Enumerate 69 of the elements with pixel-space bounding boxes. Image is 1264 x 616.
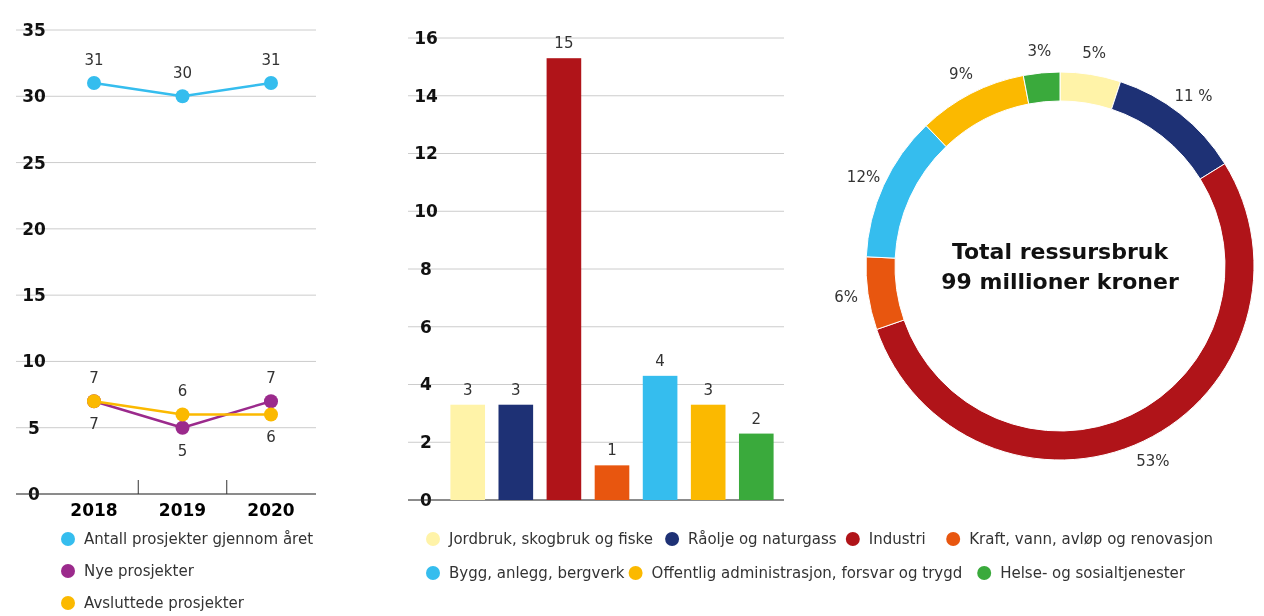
- y-tick-label: 14: [414, 85, 438, 106]
- point: [264, 76, 278, 91]
- data-label: 7: [89, 415, 99, 434]
- y-tick-label: 8: [420, 258, 432, 279]
- bar: [594, 465, 630, 500]
- legend-label: Bygg, anlegg, bergverk: [449, 564, 625, 583]
- data-label: 53%: [1136, 452, 1170, 471]
- data-label: 11 %: [1174, 87, 1213, 106]
- data-label: 31: [84, 51, 104, 70]
- data-label: 31: [261, 51, 281, 70]
- y-tick-label: 20: [22, 218, 46, 239]
- data-label: 7: [266, 369, 276, 388]
- legend-label: Industri: [868, 530, 926, 549]
- data-label: 30: [172, 64, 193, 83]
- text: Total ressursbruk: [951, 238, 1170, 264]
- legend-label: Kraft, vann, avløp og renovasjon: [969, 530, 1214, 549]
- legend-label: Offentlig administrasjon, forsvar og trygd: [651, 564, 963, 583]
- point: [264, 407, 278, 422]
- y-tick-label: 30: [22, 86, 46, 107]
- data-label: 6: [266, 428, 276, 447]
- y-tick-label: 0: [28, 483, 41, 504]
- data-label: 3: [462, 380, 473, 399]
- y-tick-label: 0: [420, 489, 433, 510]
- data-label: 5: [177, 441, 188, 460]
- point: [87, 76, 101, 91]
- x-tick-label: 2018: [70, 500, 118, 520]
- bar: [738, 433, 774, 500]
- point: [175, 89, 190, 104]
- legend-label: Nye prosjekter: [84, 562, 195, 581]
- legend-label: Jordbruk, skogbruk og fiske: [448, 530, 653, 549]
- data-label: 1: [607, 441, 617, 460]
- bar: [690, 404, 726, 500]
- y-tick-label: 5: [28, 417, 40, 438]
- bar: [450, 404, 486, 500]
- y-tick-label: 25: [22, 152, 46, 173]
- point: [175, 407, 190, 422]
- data-label: 4: [655, 351, 665, 370]
- y-tick-label: 2: [420, 432, 432, 453]
- data-label: 9%: [949, 65, 973, 84]
- data-label: 6: [177, 382, 188, 401]
- point: [175, 420, 190, 435]
- point: [264, 394, 278, 409]
- legend-label: Avsluttede prosjekter: [84, 594, 245, 613]
- bar: [546, 58, 582, 500]
- data-label: 6%: [834, 287, 859, 306]
- legend-label: Antall prosjekter gjennom året: [84, 530, 314, 549]
- bar: [498, 404, 534, 500]
- data-label: 15: [554, 34, 574, 53]
- data-label: 12%: [846, 167, 881, 186]
- data-label: 5%: [1082, 43, 1107, 62]
- data-label: 2: [751, 409, 762, 428]
- y-tick-label: 10: [22, 351, 46, 372]
- data-label: 7: [89, 369, 99, 388]
- bar: [642, 375, 678, 500]
- y-tick-label: 16: [414, 27, 438, 48]
- y-tick-label: 35: [22, 19, 46, 40]
- x-tick-label: 2020: [247, 500, 295, 520]
- y-tick-label: 4: [420, 374, 433, 395]
- data-label: 3%: [1027, 42, 1052, 61]
- data-label: 3: [511, 380, 521, 399]
- data-label: 3: [703, 380, 713, 399]
- y-tick-label: 6: [420, 316, 432, 337]
- y-tick-label: 10: [414, 201, 438, 222]
- y-tick-label: 12: [414, 143, 438, 164]
- legend-label: Helse- og sosialtjenester: [1000, 564, 1186, 583]
- legend-label: Råolje og naturgass: [688, 530, 837, 549]
- x-tick-label: 2019: [158, 500, 207, 520]
- y-tick-label: 15: [22, 285, 46, 306]
- text: 99 millioner kroner: [941, 268, 1179, 294]
